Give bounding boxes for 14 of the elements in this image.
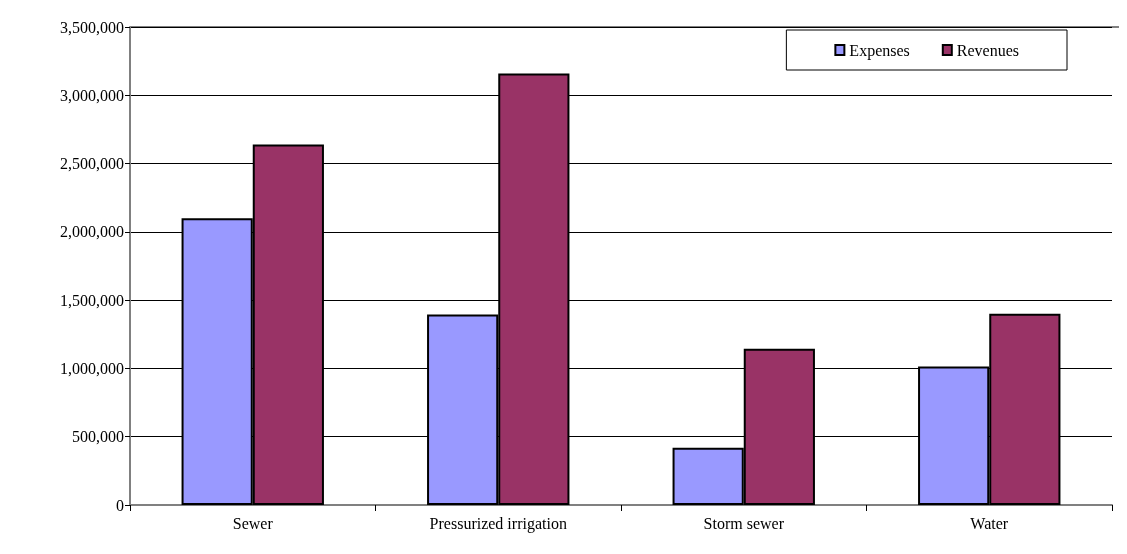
legend-label: Expenses <box>849 41 910 60</box>
y-tick-label: 1,000,000 <box>60 359 124 377</box>
y-tick-label: 3,500,000 <box>60 18 124 36</box>
y-tick-label: 3,000,000 <box>60 86 124 104</box>
y-tick-label: 1,500,000 <box>60 291 124 309</box>
x-tick-label: Water <box>970 514 1009 532</box>
y-tick-label: 500,000 <box>72 428 124 446</box>
x-tick-label: Pressurized irrigation <box>429 514 567 533</box>
x-tick-label: Storm sewer <box>703 514 785 532</box>
legend-label: Revenues <box>956 41 1019 59</box>
y-tick-label: 2,000,000 <box>60 223 124 241</box>
y-tick-label: 2,500,000 <box>60 155 124 173</box>
y-tick-label: 0 <box>116 496 124 514</box>
x-tick-label: Sewer <box>232 514 274 532</box>
